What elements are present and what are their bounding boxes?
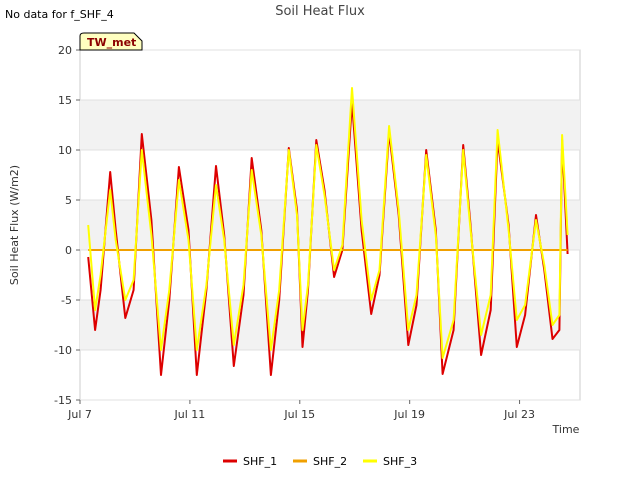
y-tick-label: 20: [58, 44, 72, 57]
y-axis-label: Soil Heat Flux (W/m2): [8, 165, 21, 285]
x-tick-label: Jul 11: [174, 408, 206, 421]
x-tick-label: Jul 19: [393, 408, 425, 421]
x-axis-label: Time: [552, 423, 580, 436]
y-tick-label: -10: [54, 344, 72, 357]
tw-met-badge: TW_met: [79, 32, 143, 51]
x-tick-label: Jul 23: [503, 408, 535, 421]
legend-label-shf-3: SHF_3: [383, 455, 417, 468]
y-tick-label: 15: [58, 94, 72, 107]
x-tick-label: Jul 7: [67, 408, 92, 421]
shaded-bands: [80, 100, 580, 350]
chart-title: Soil Heat Flux: [275, 4, 365, 19]
x-tick-label: Jul 15: [283, 408, 315, 421]
series-layer: [87, 87, 569, 376]
y-axis-ticks: -15 -10 -5 0 5 10 15 20: [54, 44, 80, 407]
plot-area: [79, 49, 581, 401]
no-data-note: No data for f_SHF_4: [5, 8, 114, 21]
badge-background: [79, 32, 143, 51]
y-tick-label: 5: [65, 194, 72, 207]
shaded-band-0: [80, 300, 580, 350]
x-axis-ticks: Jul 7 Jul 11 Jul 15 Jul 19 Jul 23: [67, 400, 535, 421]
badge-label: TW_met: [87, 36, 136, 49]
shaded-band-2: [80, 100, 580, 150]
series-shf-3-line: [87, 87, 569, 359]
legend: SHF_1 SHF_2 SHF_3: [223, 455, 417, 468]
legend-label-shf-2: SHF_2: [313, 455, 347, 468]
y-tick-label: 0: [65, 244, 72, 257]
y-tick-label: -5: [61, 294, 72, 307]
legend-label-shf-1: SHF_1: [243, 455, 277, 468]
y-tick-label: 10: [58, 144, 72, 157]
y-tick-label: -15: [54, 394, 72, 407]
